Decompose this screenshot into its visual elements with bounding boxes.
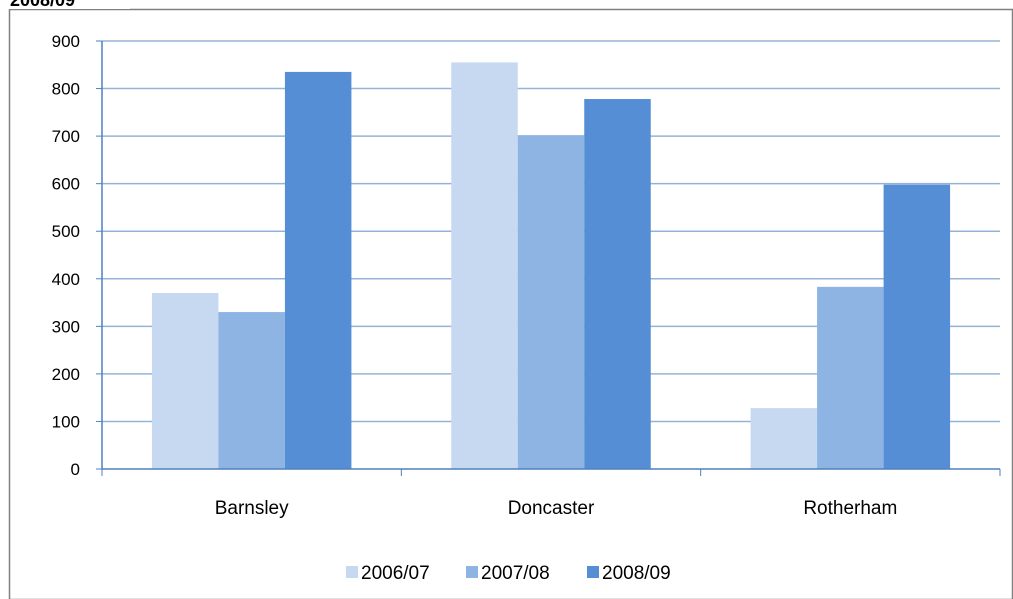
category-label: Doncaster [508,498,595,519]
y-tick-label: 200 [52,365,80,384]
bar-2006-07-doncaster [451,62,518,470]
legend-swatch [587,566,599,578]
legend-label: 2008/09 [602,563,671,584]
bar-2007-08-rotherham [817,286,884,469]
axes [96,40,1001,476]
category-label: Barnsley [215,498,289,519]
category-labels: Barnsley Doncaster Rotherham [215,498,898,519]
y-tick-label: 900 [52,32,80,51]
y-tick-label: 100 [52,412,80,431]
bar-2008-09-rotherham [883,184,951,469]
y-tick-label: 0 [71,460,80,479]
legend-label: 2006/07 [361,563,430,584]
bar-2006-07-rotherham [750,408,818,469]
y-tick-label: 600 [52,175,80,194]
legend-swatch [466,566,478,578]
y-tick-label: 300 [52,317,80,336]
bar-2006-07-barnsley [151,293,219,469]
bar-2008-09-doncaster [584,99,651,470]
y-tick-label: 500 [52,222,80,241]
bar-2008-09-barnsley [284,71,352,470]
bars [151,62,951,470]
y-tick-label: 400 [52,270,80,289]
y-tick-label: 800 [52,80,80,99]
y-tick-labels: 0 100 200 300 400 500 600 700 800 900 [52,32,80,479]
legend[interactable]: 2006/07 2007/08 2008/09 [346,563,671,584]
category-label: Rotherham [803,498,897,519]
bar-2007-08-doncaster [517,135,585,469]
chart-title: 2008/09 [10,0,75,10]
legend-swatch [346,566,358,578]
y-tick-label: 700 [52,127,80,146]
bar-2007-08-barnsley [218,312,285,469]
title-mask [0,0,130,9]
legend-label: 2007/08 [481,563,550,584]
